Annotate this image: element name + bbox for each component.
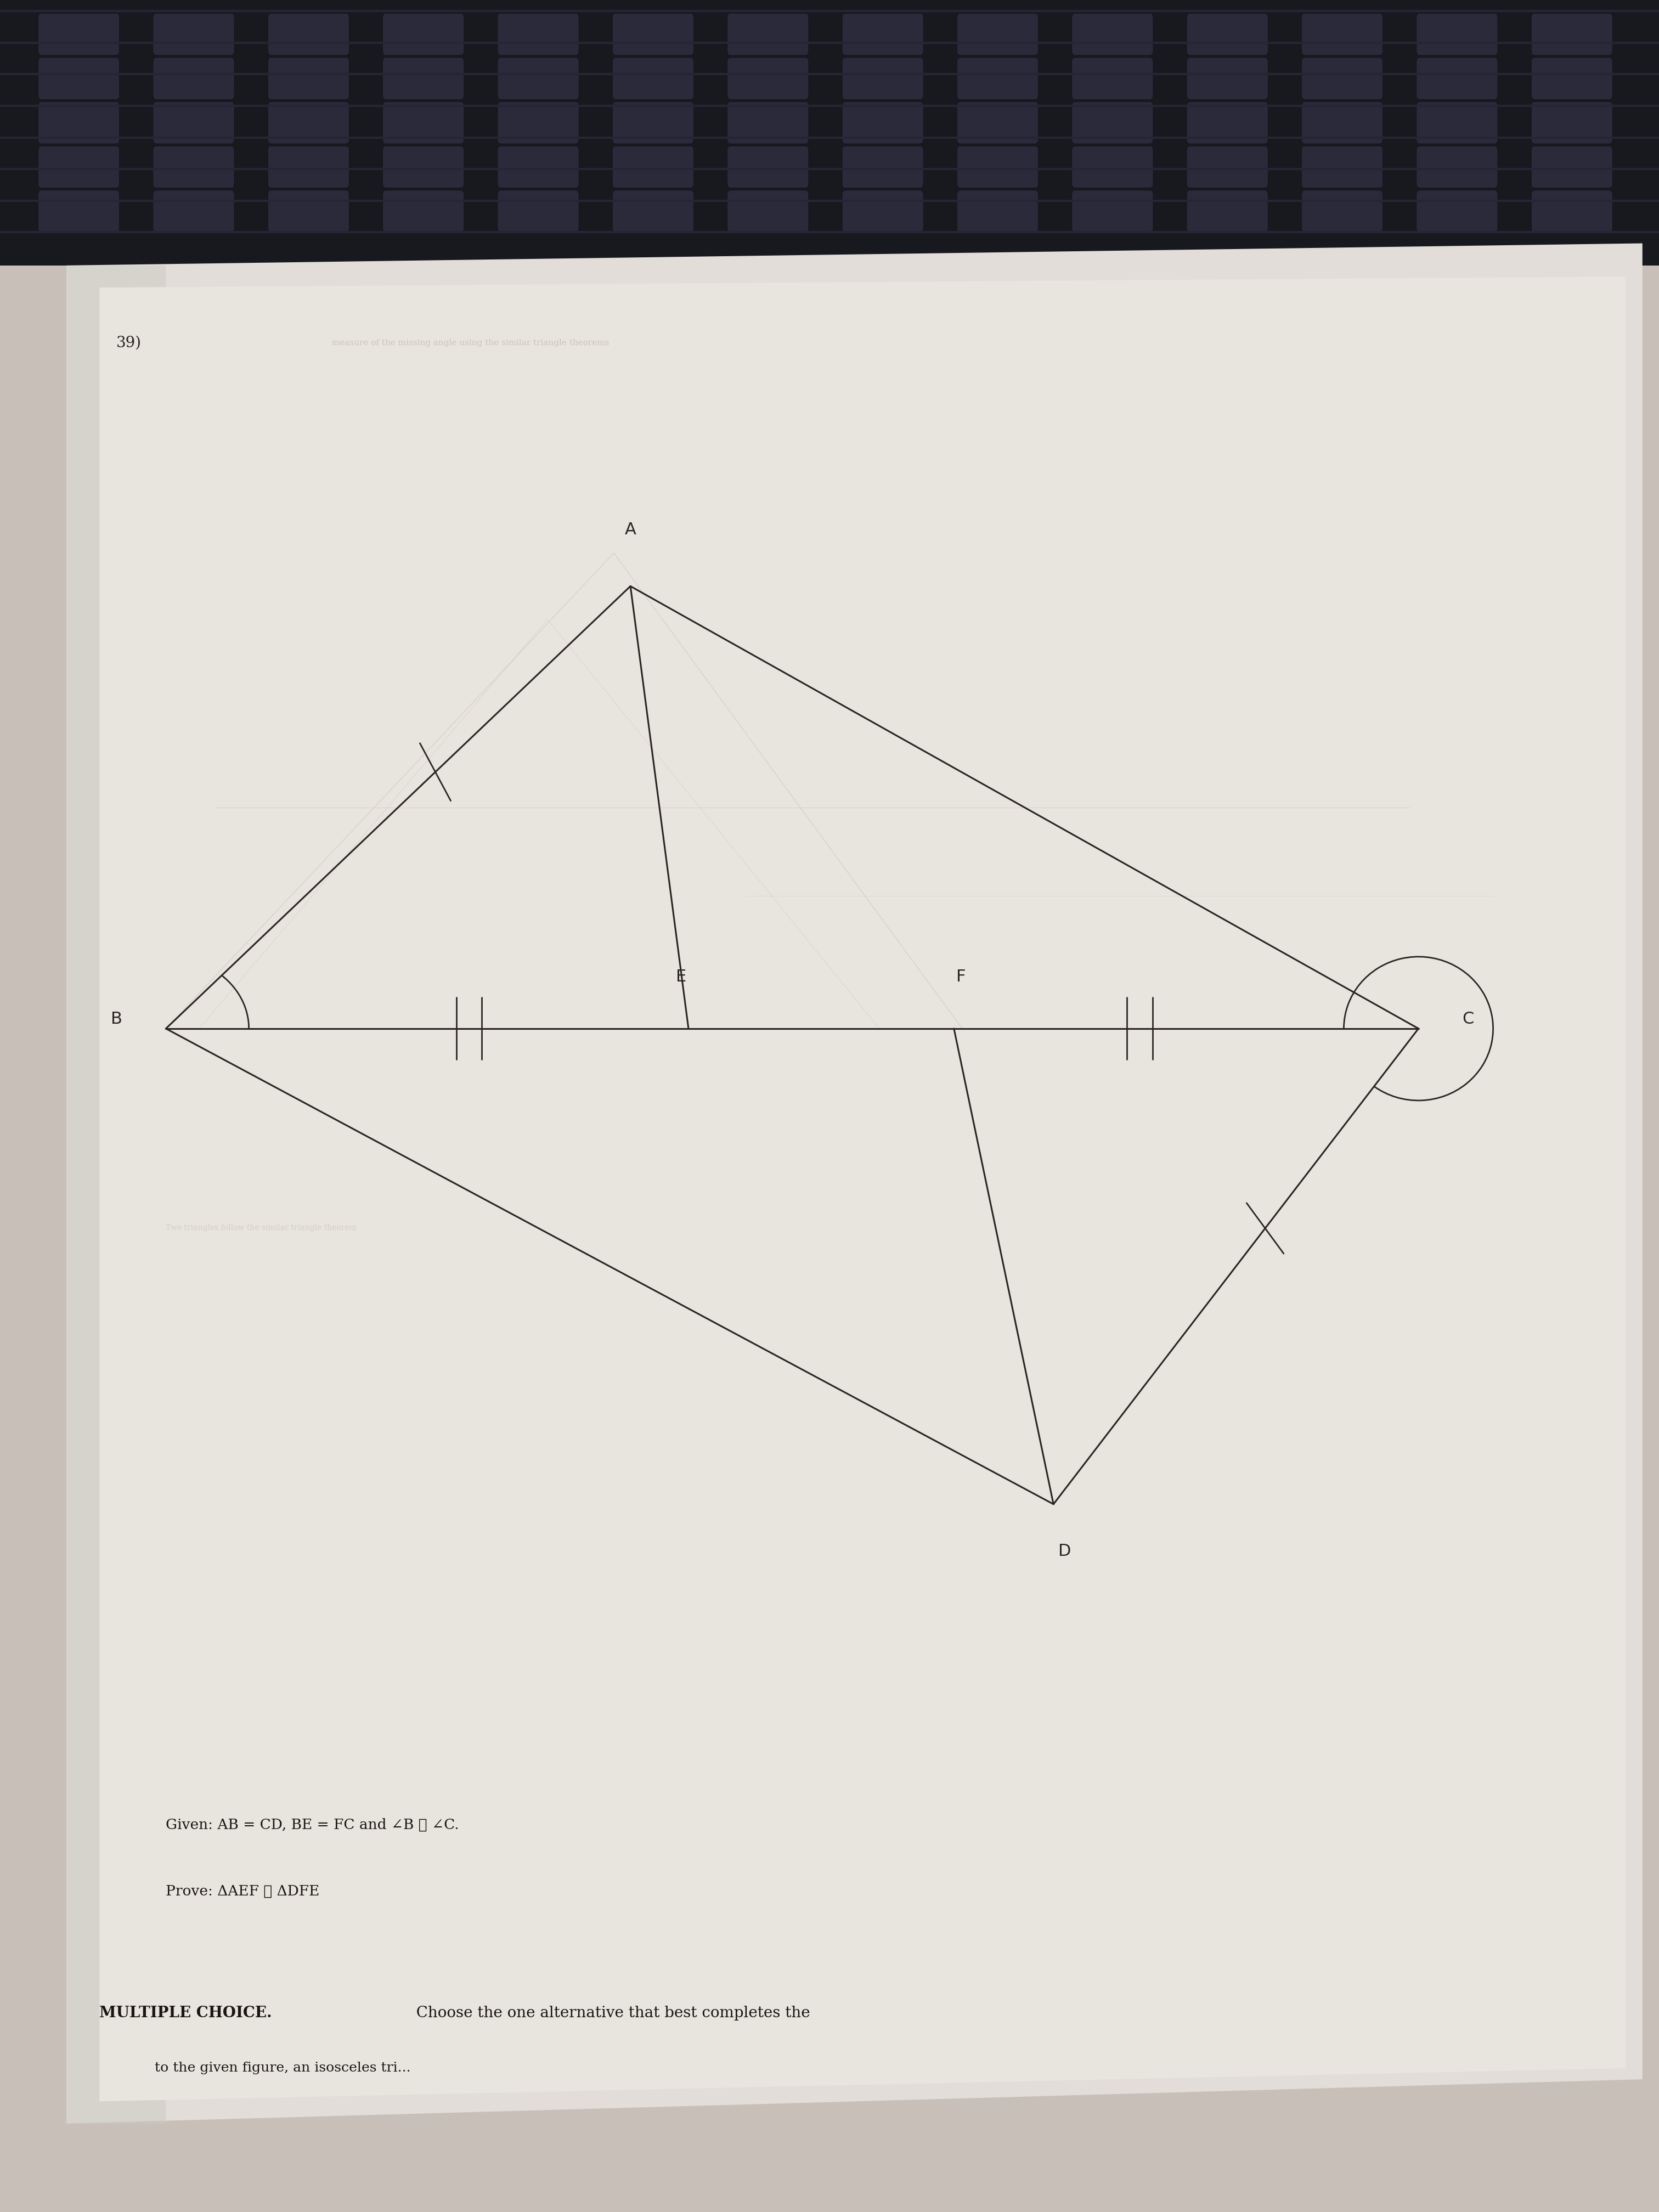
FancyBboxPatch shape bbox=[1072, 58, 1153, 100]
FancyBboxPatch shape bbox=[1417, 58, 1498, 100]
Polygon shape bbox=[0, 0, 1659, 265]
FancyBboxPatch shape bbox=[1531, 13, 1613, 55]
Text: B: B bbox=[111, 1011, 123, 1026]
Text: Two triangles follow the similar triangle theorem: Two triangles follow the similar triangl… bbox=[166, 1223, 357, 1232]
FancyBboxPatch shape bbox=[38, 190, 119, 232]
FancyBboxPatch shape bbox=[1072, 13, 1153, 55]
FancyBboxPatch shape bbox=[957, 102, 1039, 144]
FancyBboxPatch shape bbox=[957, 13, 1039, 55]
FancyBboxPatch shape bbox=[1302, 13, 1384, 55]
Text: A: A bbox=[625, 522, 635, 538]
FancyBboxPatch shape bbox=[153, 13, 234, 55]
Text: D: D bbox=[1058, 1544, 1070, 1559]
FancyBboxPatch shape bbox=[267, 190, 348, 232]
FancyBboxPatch shape bbox=[1531, 146, 1613, 188]
FancyBboxPatch shape bbox=[498, 190, 579, 232]
FancyBboxPatch shape bbox=[843, 146, 924, 188]
FancyBboxPatch shape bbox=[1302, 190, 1384, 232]
FancyBboxPatch shape bbox=[383, 102, 465, 144]
FancyBboxPatch shape bbox=[383, 13, 465, 55]
FancyBboxPatch shape bbox=[727, 190, 808, 232]
FancyBboxPatch shape bbox=[383, 190, 465, 232]
FancyBboxPatch shape bbox=[1531, 58, 1613, 100]
FancyBboxPatch shape bbox=[498, 146, 579, 188]
Text: C: C bbox=[1462, 1011, 1473, 1026]
FancyBboxPatch shape bbox=[498, 58, 579, 100]
Text: MULTIPLE CHOICE.: MULTIPLE CHOICE. bbox=[100, 2006, 272, 2020]
FancyBboxPatch shape bbox=[612, 102, 693, 144]
FancyBboxPatch shape bbox=[1186, 146, 1267, 188]
Text: measure of the missing angle using the similar triangle theorems: measure of the missing angle using the s… bbox=[332, 338, 609, 347]
Polygon shape bbox=[100, 276, 1626, 2101]
FancyBboxPatch shape bbox=[1186, 102, 1267, 144]
FancyBboxPatch shape bbox=[843, 102, 924, 144]
FancyBboxPatch shape bbox=[1072, 146, 1153, 188]
FancyBboxPatch shape bbox=[38, 146, 119, 188]
FancyBboxPatch shape bbox=[843, 190, 924, 232]
FancyBboxPatch shape bbox=[1302, 58, 1384, 100]
Text: F: F bbox=[957, 969, 966, 984]
FancyBboxPatch shape bbox=[957, 58, 1039, 100]
FancyBboxPatch shape bbox=[1186, 13, 1267, 55]
Text: to the given figure, an isosceles tri...: to the given figure, an isosceles tri... bbox=[133, 2062, 411, 2075]
FancyBboxPatch shape bbox=[843, 13, 924, 55]
FancyBboxPatch shape bbox=[727, 13, 808, 55]
FancyBboxPatch shape bbox=[1417, 102, 1498, 144]
FancyBboxPatch shape bbox=[498, 102, 579, 144]
FancyBboxPatch shape bbox=[612, 146, 693, 188]
Text: Given: AB = CD, BE = FC and ∠B ≅ ∠C.: Given: AB = CD, BE = FC and ∠B ≅ ∠C. bbox=[166, 1818, 460, 1832]
FancyBboxPatch shape bbox=[1417, 13, 1498, 55]
FancyBboxPatch shape bbox=[1186, 58, 1267, 100]
FancyBboxPatch shape bbox=[612, 190, 693, 232]
FancyBboxPatch shape bbox=[267, 102, 348, 144]
FancyBboxPatch shape bbox=[727, 58, 808, 100]
FancyBboxPatch shape bbox=[612, 58, 693, 100]
FancyBboxPatch shape bbox=[1417, 146, 1498, 188]
FancyBboxPatch shape bbox=[267, 13, 348, 55]
FancyBboxPatch shape bbox=[1302, 102, 1384, 144]
FancyBboxPatch shape bbox=[267, 58, 348, 100]
FancyBboxPatch shape bbox=[957, 190, 1039, 232]
FancyBboxPatch shape bbox=[1531, 190, 1613, 232]
FancyBboxPatch shape bbox=[38, 58, 119, 100]
FancyBboxPatch shape bbox=[843, 58, 924, 100]
FancyBboxPatch shape bbox=[612, 13, 693, 55]
FancyBboxPatch shape bbox=[1531, 102, 1613, 144]
FancyBboxPatch shape bbox=[1302, 146, 1384, 188]
FancyBboxPatch shape bbox=[1186, 190, 1267, 232]
FancyBboxPatch shape bbox=[727, 102, 808, 144]
Text: Choose the one alternative that best completes the: Choose the one alternative that best com… bbox=[406, 2006, 810, 2020]
FancyBboxPatch shape bbox=[153, 58, 234, 100]
FancyBboxPatch shape bbox=[38, 13, 119, 55]
Polygon shape bbox=[66, 243, 1642, 2124]
Text: Prove: ΔAEF ≅ ΔDFE: Prove: ΔAEF ≅ ΔDFE bbox=[166, 1885, 320, 1898]
FancyBboxPatch shape bbox=[383, 58, 465, 100]
Polygon shape bbox=[66, 265, 166, 2124]
FancyBboxPatch shape bbox=[727, 146, 808, 188]
FancyBboxPatch shape bbox=[1072, 102, 1153, 144]
FancyBboxPatch shape bbox=[153, 146, 234, 188]
Text: 39): 39) bbox=[116, 336, 141, 349]
Text: E: E bbox=[675, 969, 687, 984]
FancyBboxPatch shape bbox=[1417, 190, 1498, 232]
FancyBboxPatch shape bbox=[267, 146, 348, 188]
FancyBboxPatch shape bbox=[957, 146, 1039, 188]
FancyBboxPatch shape bbox=[153, 190, 234, 232]
FancyBboxPatch shape bbox=[38, 102, 119, 144]
FancyBboxPatch shape bbox=[383, 146, 465, 188]
FancyBboxPatch shape bbox=[153, 102, 234, 144]
FancyBboxPatch shape bbox=[498, 13, 579, 55]
FancyBboxPatch shape bbox=[1072, 190, 1153, 232]
